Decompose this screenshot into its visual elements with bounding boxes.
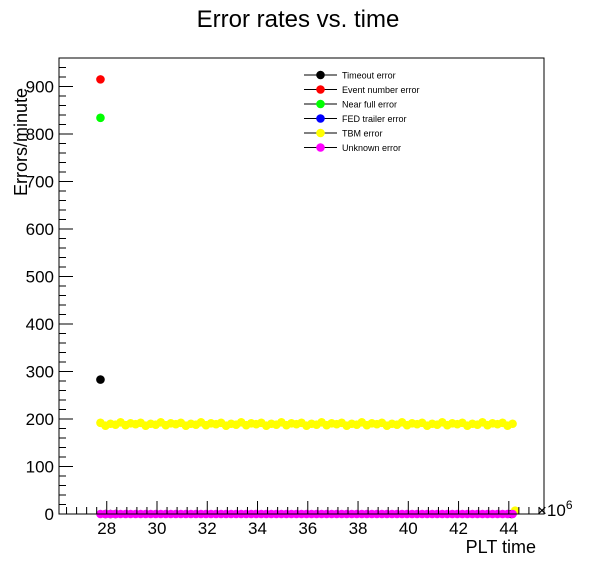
legend-item: Unknown error <box>304 143 401 153</box>
y-tick-label: 900 <box>26 78 54 97</box>
legend-marker <box>316 128 325 138</box>
legend-item: Near full error <box>304 100 397 110</box>
legend-label: FED trailer error <box>342 114 407 124</box>
x-tick-label: 38 <box>349 519 368 538</box>
y-tick-label: 800 <box>26 125 54 144</box>
plot-frame <box>58 57 545 515</box>
near-full-error-point <box>96 113 105 123</box>
y-axis-title: Errors/minute <box>11 88 31 196</box>
legend-label: Timeout error <box>342 71 396 81</box>
y-tick-label: 100 <box>26 458 54 477</box>
plot-marks <box>96 75 520 519</box>
x-tick-label: 32 <box>198 519 217 538</box>
x-tick-label: 42 <box>449 519 468 538</box>
x-multiplier-exponent: 6 <box>566 498 573 512</box>
legend-label: TBM error <box>342 129 383 139</box>
legend: Timeout error Event number error Near full… <box>304 71 420 153</box>
legend-marker <box>316 85 325 94</box>
y-tick-label: 0 <box>45 505 54 524</box>
legend-label: Unknown error <box>342 143 401 153</box>
tbm-error-point <box>508 419 517 429</box>
legend-marker <box>316 143 325 152</box>
legend-label: Near full error <box>342 100 397 110</box>
x-tick-label: 28 <box>97 519 116 538</box>
x-axis-ticks: 28 30 32 34 36 38 40 42 44 <box>66 501 540 538</box>
chart-title: Error rates vs. time <box>197 6 400 33</box>
x-multiplier-base: ×10 <box>537 501 566 520</box>
event-number-error-point <box>96 75 105 84</box>
x-tick-label: 44 <box>499 519 518 538</box>
legend-item: FED trailer error <box>304 114 407 124</box>
y-axis-ticks: 0 100 200 300 400 500 600 700 800 900 <box>26 57 73 524</box>
x-tick-label: 34 <box>248 519 267 538</box>
legend-marker <box>316 114 325 123</box>
y-tick-label: 700 <box>26 173 54 192</box>
y-tick-label: 200 <box>26 410 54 429</box>
y-tick-label: 500 <box>26 268 54 287</box>
legend-marker <box>316 99 325 109</box>
legend-marker <box>316 70 325 80</box>
x-axis-title: PLT time <box>466 537 536 557</box>
x-tick-label: 30 <box>148 519 167 538</box>
legend-label: Event number error <box>342 85 420 95</box>
timeout-error-point <box>96 375 105 384</box>
x-tick-label: 36 <box>298 519 317 538</box>
y-tick-label: 300 <box>26 363 54 382</box>
x-multiplier: ×106 <box>537 498 573 520</box>
y-tick-label: 400 <box>26 315 54 334</box>
y-tick-label: 600 <box>26 220 54 239</box>
legend-item: Event number error <box>304 85 420 95</box>
legend-item: TBM error <box>304 129 383 139</box>
legend-item: Timeout error <box>304 71 396 81</box>
x-tick-label: 40 <box>399 519 418 538</box>
